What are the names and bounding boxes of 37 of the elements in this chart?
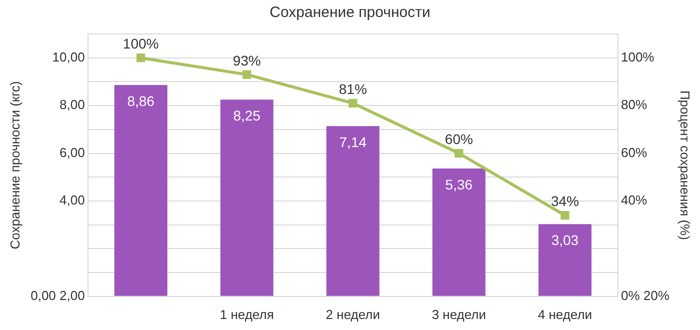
y-tick-label: 8,00 — [60, 97, 85, 112]
chart-title: Сохранение прочности — [270, 4, 430, 22]
data-label: 5,36 — [445, 176, 473, 192]
point — [348, 98, 358, 108]
y2-tick-label: 80% — [620, 97, 648, 112]
bar — [538, 224, 592, 296]
y-tick-label: 0,00 2,00 — [30, 288, 85, 303]
data-label: 81% — [338, 81, 367, 98]
y2-tick-label: 100% — [620, 49, 655, 64]
data-label: 93% — [232, 52, 261, 68]
data-label: 100% — [122, 36, 159, 52]
y2-tick-label: 0% 20% — [620, 288, 670, 303]
y2-axis-title: Процент сохранения (%) — [678, 90, 693, 240]
x-tick-label: 1 неделя — [220, 306, 274, 322]
x-tick-label: 3 недели — [432, 306, 486, 322]
y-tick-label: 6,00 — [60, 144, 85, 160]
data-label: 34% — [550, 193, 579, 210]
bar — [114, 85, 168, 296]
point — [454, 148, 464, 158]
point — [242, 70, 252, 79]
data-label: 3,03 — [551, 232, 579, 248]
data-label: 60% — [444, 131, 473, 148]
y-axis-title: Сохранение прочности (кгс) — [7, 81, 22, 250]
bar — [220, 100, 274, 296]
y2-tick-label: 60% — [620, 144, 648, 160]
point — [136, 54, 146, 62]
bar — [432, 168, 486, 296]
y-tick-label: 10,00 — [52, 49, 85, 64]
data-label: 7,14 — [339, 134, 367, 150]
bar — [326, 126, 380, 296]
data-label: 8,25 — [233, 107, 261, 124]
data-label: 8,86 — [127, 92, 155, 109]
x-tick-label: 2 недели — [326, 306, 380, 322]
point — [560, 210, 570, 220]
y-tick-label: 4,00 — [60, 192, 85, 208]
x-tick-label: 4 недели — [538, 306, 592, 322]
y2-tick-label: 40% — [620, 192, 648, 208]
